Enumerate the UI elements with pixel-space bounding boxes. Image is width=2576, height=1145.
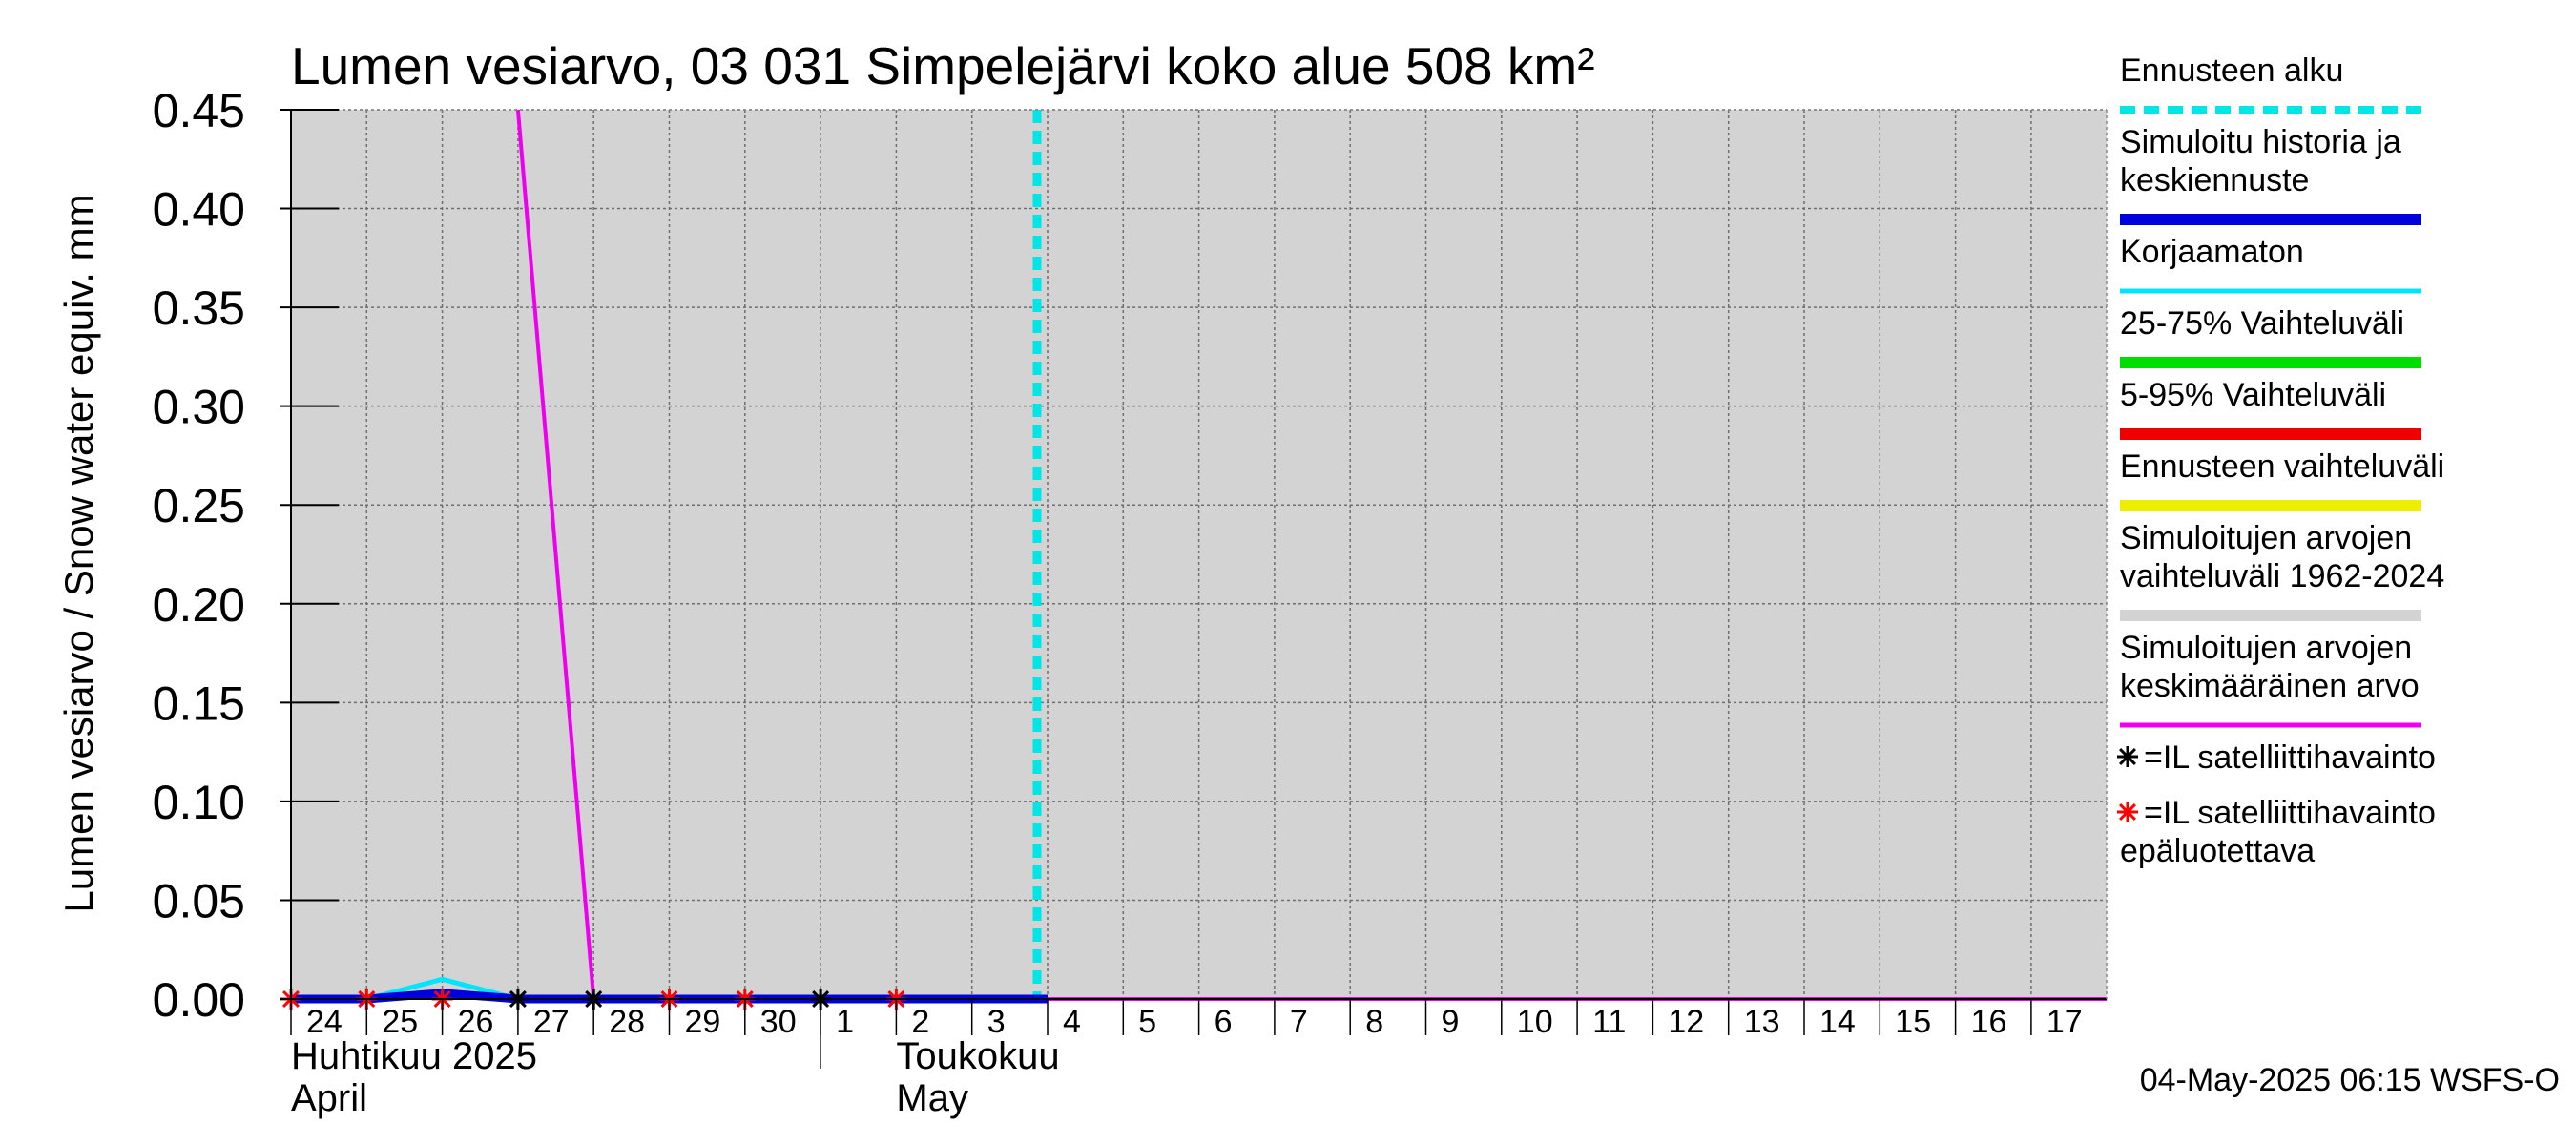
legend-label: Ennusteen alku [2120,52,2343,89]
legend-label: =IL satelliittihavainto [2144,739,2436,776]
legend-label: Ennusteen vaihteluväli [2120,448,2444,485]
x-tick-label: 7 [1290,1004,1308,1040]
y-tick-label: 0.05 [153,874,245,927]
legend-label: Simuloitujen arvojen [2120,520,2412,556]
chart-title: Lumen vesiarvo, 03 031 Simpelejärvi koko… [291,36,1595,95]
timestamp-label: 04-May-2025 06:15 WSFS-O [2140,1062,2560,1098]
y-tick-label: 0.45 [153,84,245,137]
month-label: Huhtikuu 2025 [291,1035,537,1077]
x-tick-label: 6 [1215,1004,1233,1040]
x-tick-label: 2 [911,1004,929,1040]
x-tick-label: 27 [533,1004,570,1040]
legend-item-satellite: =IL satelliittihavainto [2117,739,2436,776]
y-tick-label: 0.25 [153,479,245,532]
legend-item-p25-75: 25-75% Vaihteluväli [2120,305,2421,368]
legend-item-forecast-start: Ennusteen alku [2120,52,2421,114]
x-tick-label: 17 [2046,1004,2083,1040]
y-tick-label: 0.30 [153,381,245,434]
x-tick-label: 24 [306,1004,343,1040]
y-tick-label: 0.40 [153,183,245,237]
legend-item-uncorrected: Korjaamaton [2120,234,2421,294]
plot-area [280,109,2108,1010]
x-tick-label: 30 [760,1004,797,1040]
x-tick-label: 11 [1592,1004,1626,1040]
legend-label: Simuloitujen arvojen [2120,630,2412,666]
y-axis-label: Lumen vesiarvo / Snow water equiv. mm [56,194,101,912]
legend-label: Simuloitu historia ja [2120,124,2401,160]
x-tick-label: 5 [1138,1004,1156,1040]
legend-label: =IL satelliittihavainto [2144,795,2436,831]
legend-item-p5-95: 5-95% Vaihteluväli [2120,377,2421,440]
y-tick-label: 0.15 [153,677,245,730]
legend-label: epäluotettava [2120,833,2315,869]
month-label: Toukokuu [896,1035,1059,1077]
legend-label: 25-75% Vaihteluväli [2120,305,2404,342]
y-tick-label: 0.00 [153,973,245,1027]
x-tick-label: 26 [458,1004,494,1040]
x-tick-label: 9 [1442,1004,1460,1040]
legend-label: vaihteluväli 1962-2024 [2120,558,2444,594]
legend-label: Korjaamaton [2120,234,2304,270]
x-tick-label: 8 [1365,1004,1383,1040]
y-tick-label: 0.20 [153,578,245,632]
legend-label: keskiennuste [2120,162,2309,198]
legend-label: keskimääräinen arvo [2120,668,2420,704]
month-label-english: April [291,1077,367,1119]
x-tick-label: 1 [836,1004,854,1040]
legend-star-icon [2117,746,2138,767]
x-tick-label: 25 [382,1004,418,1040]
star-stroke [2119,803,2136,821]
axes: 0.00 0.05 0.10 0.15 0.20 0.25 0.30 0.35 0.40 0.45… [153,84,2108,1119]
legend-item-forecast-range: Ennusteen vaihteluväli [2120,448,2444,511]
x-tick-label: 10 [1517,1004,1553,1040]
x-tick-label: 3 [987,1004,1006,1040]
x-tick-label: 16 [1971,1004,2007,1040]
month-label-english: May [896,1077,968,1119]
y-tick-label: 0.35 [153,281,245,335]
x-tick-label: 28 [609,1004,645,1040]
legend-label: 5-95% Vaihteluväli [2120,377,2386,413]
y-tick-label: 0.10 [153,776,245,829]
x-tick-label: 29 [685,1004,721,1040]
x-tick-label: 15 [1895,1004,1931,1040]
star-stroke [2119,748,2136,765]
legend-star-icon [2117,802,2138,822]
x-tick-label: 14 [1819,1004,1856,1040]
x-tick-label: 13 [1744,1004,1780,1040]
x-tick-label: 12 [1668,1004,1704,1040]
x-tick-label: 4 [1063,1004,1081,1040]
